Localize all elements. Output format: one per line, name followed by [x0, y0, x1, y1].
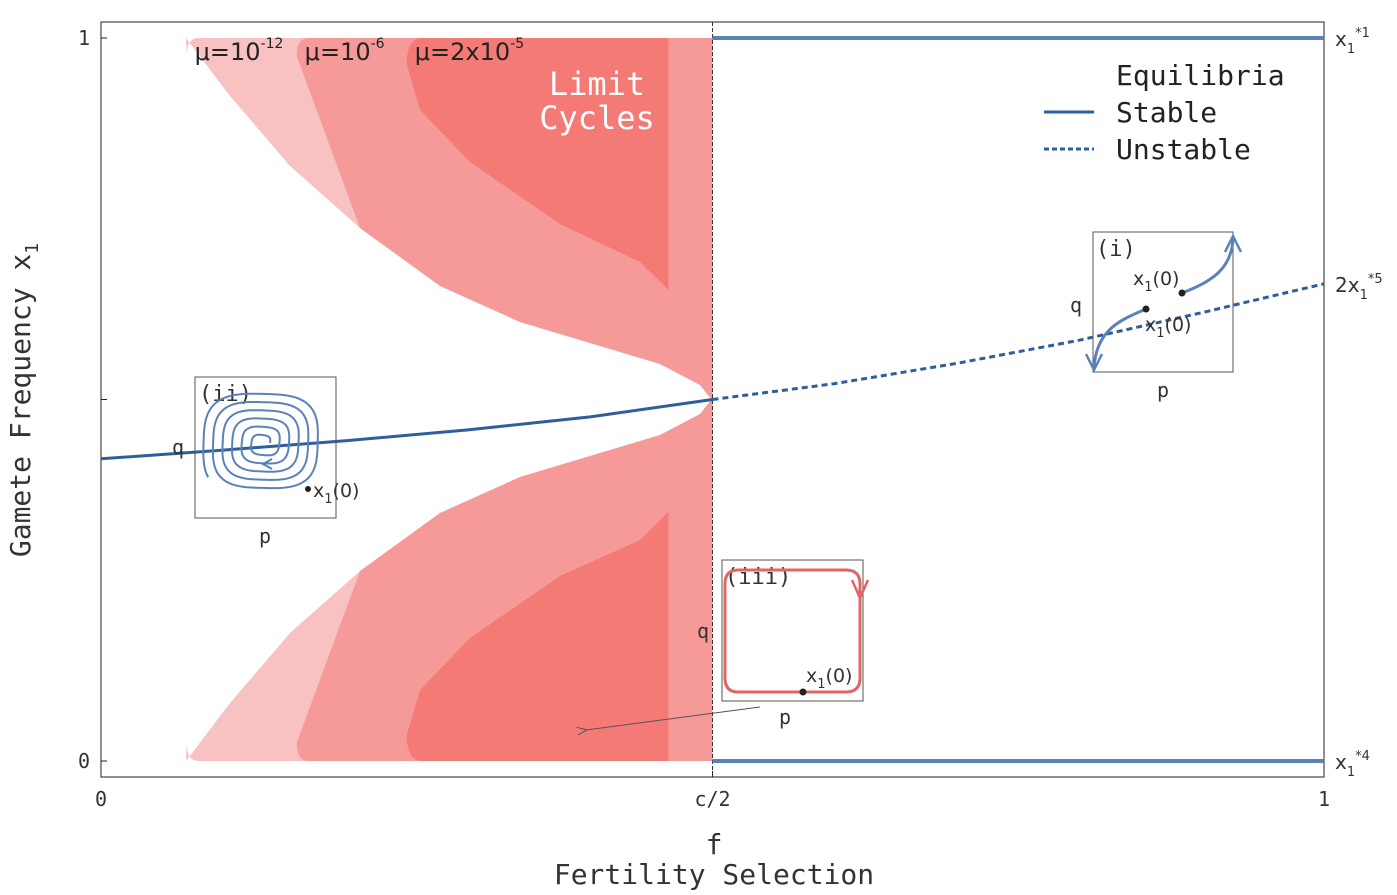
- region-lower-2: [406, 512, 669, 761]
- inset-i-p-label: p: [1157, 378, 1169, 402]
- x-tick-label-1: c/2: [694, 787, 730, 811]
- region-upper-2: [406, 38, 669, 290]
- inset-i: (i) x1(0) x1(0) q p: [1070, 231, 1243, 402]
- legend-unstable-label: Unstable: [1116, 133, 1251, 166]
- inset-i-q-label: q: [1070, 293, 1082, 317]
- inset-iii-limit-cycle: [723, 568, 862, 694]
- y-tick-label-0: 0: [78, 749, 90, 773]
- inset-i-point-b: [1178, 289, 1186, 297]
- inset-ii-q-label: q: [172, 435, 184, 459]
- inset-iii-frame: [721, 559, 864, 702]
- inset-ii-point-label: x1(0): [313, 480, 359, 507]
- mu-label-2: μ=2x10-5: [415, 36, 524, 66]
- x-axis-label: Fertility Selection: [554, 858, 874, 891]
- inset-i-separatrix-up: [1181, 237, 1235, 295]
- mu-label-1: μ=10-6: [305, 36, 385, 66]
- inset-i-separatrix-down: [1092, 307, 1147, 369]
- y-tick-label-1: 1: [78, 26, 90, 50]
- legend-title: Equilibria: [1116, 59, 1285, 92]
- inset-iii: (iii) x1(0) q p: [697, 559, 870, 729]
- right-label-0: x1*1: [1335, 26, 1370, 57]
- unstable-equilibrium-line: [712, 282, 1325, 401]
- region-pointer-arrow: [586, 706, 761, 730]
- inset-ii-p-label: p: [259, 524, 271, 548]
- legend-stable-label: Stable: [1116, 96, 1217, 129]
- legend: Equilibria Stable Unstable: [1044, 59, 1285, 166]
- inset-i-label: (i): [1096, 237, 1136, 262]
- inset-i-point-a: [1142, 305, 1150, 313]
- y-axis-label-group: Gamete Frequency x1: [4, 243, 43, 557]
- y-axis-label: Gamete Frequency x1: [4, 243, 43, 557]
- inset-iii-q-label: q: [697, 619, 709, 643]
- x-axis-symbol: f: [706, 828, 723, 861]
- right-label-1: 2x1*5: [1335, 272, 1383, 303]
- inset-iii-point-label: x1(0): [806, 665, 852, 692]
- inset-i-arrowhead-down: [1084, 353, 1104, 373]
- x-tick-label-0: 0: [95, 787, 107, 811]
- limit-cycles-label-line2: Cycles: [539, 99, 655, 137]
- x-tick-label-2: 1: [1318, 787, 1330, 811]
- right-equilibrium-labels: x1*1 2x1*5 x1*4: [1335, 26, 1383, 780]
- axis-ticks: 0 c/2 1 0 1: [78, 26, 1330, 811]
- mu-label-0: μ=10-12: [195, 36, 284, 66]
- inset-i-frame: [1092, 231, 1234, 373]
- inset-iii-arrowhead: [850, 579, 870, 602]
- inset-ii-spiral: [202, 392, 319, 490]
- mu-labels: μ=10-12 μ=10-6 μ=2x10-5: [195, 36, 524, 66]
- inset-ii-frame: [194, 376, 337, 519]
- inset-ii: (ii) x1(0) q p: [172, 376, 359, 548]
- inset-ii-point: [305, 486, 311, 492]
- inset-i-point-label-bottom: x1(0): [1145, 314, 1191, 341]
- inset-i-point-label-top: x1(0): [1133, 268, 1179, 295]
- limit-cycle-regions: [186, 38, 713, 761]
- inset-iii-point: [799, 688, 807, 696]
- right-label-2: x1*4: [1335, 749, 1370, 780]
- inset-i-arrowhead-up: [1223, 233, 1243, 253]
- limit-cycles-label-line1: Limit: [549, 65, 645, 103]
- inset-ii-arrowhead: [260, 458, 273, 470]
- spiral-trajectory: [202, 392, 319, 490]
- equilibrium-curves: [100, 36, 1325, 763]
- inset-iii-p-label: p: [779, 705, 791, 729]
